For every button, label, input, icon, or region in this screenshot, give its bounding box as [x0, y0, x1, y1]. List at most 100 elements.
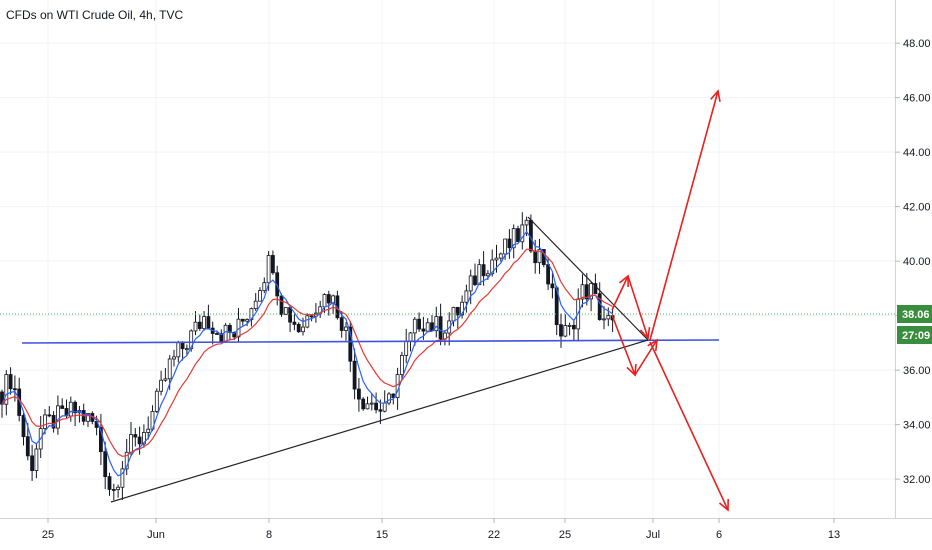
forecast-arrow-bear-head	[718, 498, 729, 512]
candle-up	[490, 259, 495, 275]
moving-averages	[1, 230, 613, 477]
candle-up	[485, 273, 490, 277]
x-tick-label: 25	[42, 529, 54, 541]
candle-up	[266, 255, 271, 284]
candle-down	[339, 317, 344, 331]
candle-up	[120, 468, 125, 488]
falling-trendline[interactable]	[527, 216, 649, 341]
y-tick-label: 34.00	[903, 420, 931, 432]
forecast-arrow-down-small-head	[639, 326, 651, 340]
candle-down	[51, 415, 56, 429]
candle-up	[253, 300, 258, 310]
candle-down	[326, 294, 331, 304]
candle-down	[197, 321, 202, 329]
candle-up	[129, 434, 133, 453]
candle-down	[309, 315, 314, 318]
countdown-label: 27:09	[902, 330, 930, 342]
price-badges: 38.06 27:09	[897, 305, 932, 344]
candle-up	[305, 315, 310, 328]
candle-up	[245, 319, 250, 322]
candle-down	[107, 476, 112, 490]
candle-up	[301, 326, 305, 333]
candle-down	[73, 401, 77, 414]
candle-up	[365, 403, 370, 410]
candle-down	[60, 405, 65, 409]
candle-up	[460, 301, 465, 316]
x-tick-label: 8	[266, 529, 272, 541]
candle-down	[47, 414, 52, 417]
candle-down	[111, 489, 116, 491]
y-tick-label: 42.00	[903, 202, 931, 214]
candle-up	[68, 401, 73, 417]
forecast-arrow-drop[interactable]	[611, 314, 636, 376]
x-tick-label: 25	[559, 529, 571, 541]
candle-up	[344, 326, 348, 331]
candle-up	[434, 316, 439, 332]
candle-down	[593, 283, 598, 295]
candle-up	[382, 402, 387, 412]
x-tick-label: 15	[376, 529, 388, 541]
horizontal-support-line[interactable]	[21, 339, 720, 344]
candle-up	[167, 358, 172, 380]
x-tick-label: 6	[716, 529, 722, 541]
candle-down	[232, 332, 237, 338]
candle-up	[606, 315, 611, 320]
candle-up	[322, 294, 327, 308]
candle-up	[408, 332, 413, 342]
candle-up	[262, 282, 267, 291]
forecast-arrow-bear[interactable]	[649, 341, 729, 511]
candle-up	[283, 307, 288, 315]
y-tick-label: 48.00	[903, 38, 931, 50]
candle-up	[602, 318, 606, 321]
candle-up	[34, 448, 39, 471]
candle-up	[511, 228, 516, 249]
candle-down	[137, 436, 142, 445]
forecast-arrow-return[interactable]	[634, 339, 658, 376]
candle-down	[99, 427, 103, 453]
candle-up	[498, 253, 503, 259]
forecast-arrow-down-small[interactable]	[627, 275, 649, 339]
forecast-arrow-bull[interactable]	[649, 90, 719, 341]
candle-down	[417, 318, 422, 330]
grid-lines	[0, 0, 895, 518]
candle-down	[279, 295, 284, 315]
candle-down	[133, 434, 138, 438]
candle-down	[12, 388, 17, 391]
candle-up	[184, 348, 189, 351]
candle-down	[378, 409, 383, 412]
y-tick-label: 44.00	[903, 147, 931, 159]
y-tick-label: 46.00	[903, 93, 931, 105]
candle-down	[296, 323, 301, 333]
price-axis[interactable]: 32.0034.0036.0038.0040.0042.0044.0046.00…	[895, 38, 931, 486]
candle-up	[223, 324, 228, 343]
candle-up	[154, 390, 159, 412]
candle-down	[361, 398, 366, 410]
y-tick-label: 40.00	[903, 256, 931, 268]
candle-up	[494, 257, 499, 261]
candle-down	[180, 342, 185, 350]
rising-trendline[interactable]	[110, 339, 649, 503]
time-axis[interactable]: 25 Jun 8 15 22 25 Jul 6 13	[42, 518, 840, 541]
y-tick-label: 36.00	[903, 365, 931, 377]
last-price-badge	[897, 305, 932, 323]
candle-down	[597, 293, 602, 321]
candle-down	[572, 324, 576, 330]
forecast-arrow-up-small[interactable]	[611, 275, 629, 311]
last-price-label: 38.06	[902, 309, 930, 321]
y-tick-label: 32.00	[903, 474, 931, 486]
ma-slow-line	[1, 248, 613, 457]
candle-up	[258, 290, 262, 302]
candle-down	[473, 275, 477, 286]
candle-down	[356, 388, 361, 400]
candle-down	[25, 436, 30, 457]
candle-down	[270, 255, 275, 274]
candle-down	[455, 306, 460, 316]
candle-down	[421, 328, 426, 332]
candle-up	[589, 283, 593, 300]
candle-down	[584, 284, 589, 300]
x-tick-label: 22	[488, 529, 500, 541]
candle-up	[43, 414, 47, 430]
candle-up	[146, 428, 151, 433]
candle-up	[159, 379, 164, 392]
